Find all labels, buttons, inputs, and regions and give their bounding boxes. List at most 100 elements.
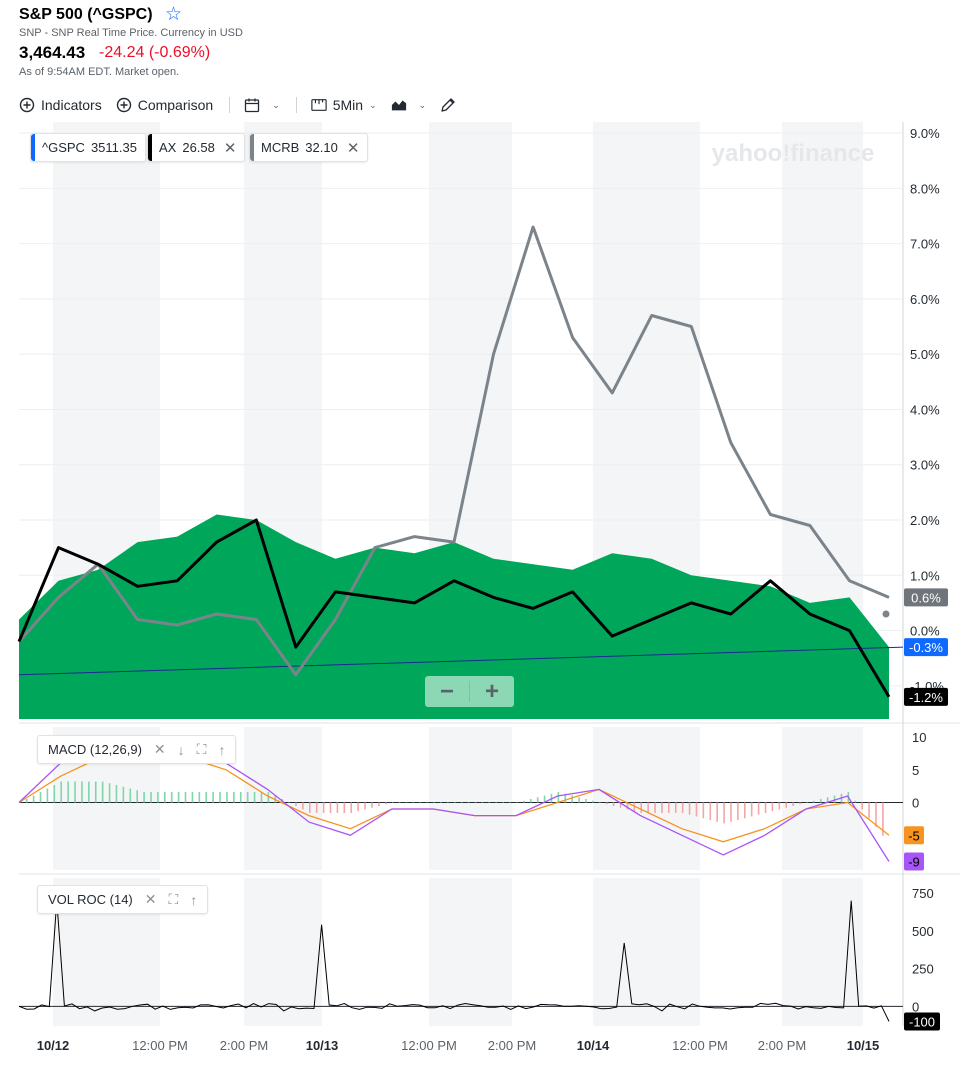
macd-histogram-bar — [253, 792, 256, 803]
macd-histogram-bar — [378, 802, 380, 806]
plus-circle-icon — [19, 97, 35, 113]
macd-histogram-bar — [819, 799, 822, 803]
indicators-label: Indicators — [41, 97, 102, 113]
ax-line-series — [17, 518, 891, 698]
interval-select[interactable]: 5Min ⌄ — [311, 97, 377, 113]
comparison-button[interactable]: Comparison — [116, 97, 213, 113]
volroc-value-flag: -100 — [904, 1012, 940, 1031]
zoom-out-button[interactable]: − — [439, 677, 454, 705]
macd-histogram-bar — [412, 802, 415, 803]
zoom-in-button[interactable]: + — [484, 677, 499, 705]
close-icon[interactable]: ✕ — [153, 741, 166, 757]
macd-histogram-bar — [94, 781, 97, 803]
macd-histogram-bar — [115, 785, 118, 803]
x-tick-label: 2:00 PM — [488, 1038, 536, 1053]
macd-histogram-bar — [799, 802, 801, 805]
axes: 9.0% 8.0% 7.0% 6.0% 5.0% 4.0% 3.0% 2.0% 1.0% 0.0%… — [37, 126, 945, 1053]
expand-icon[interactable]: ⛶ — [196, 741, 207, 757]
chart-type-select[interactable]: ⌄ — [391, 97, 426, 113]
arrow-up-icon[interactable]: ↑ — [190, 891, 198, 908]
expand-icon[interactable]: ⛶ — [168, 891, 179, 907]
x-tick-label: 2:00 PM — [220, 1038, 268, 1053]
legend-ax[interactable]: AX 26.58 ✕ — [147, 133, 246, 162]
macd-histogram-bar — [488, 802, 491, 803]
macd-histogram-bar — [868, 802, 870, 819]
macd-histogram-bar — [529, 799, 532, 803]
macd-histogram-bar — [198, 792, 201, 803]
macd-histogram-bar — [122, 786, 125, 803]
macd-indicator-chip[interactable]: MACD (12,26,9) ✕ ↓ ⛶ ↑ — [37, 735, 237, 764]
arrow-up-icon[interactable]: ↑ — [218, 741, 226, 758]
macd-histogram-bar — [668, 802, 670, 813]
macd-histogram-bar — [737, 802, 739, 820]
macd-histogram-bar — [792, 802, 794, 806]
legend-value: 3511.35 — [90, 140, 137, 155]
macd-histogram-bar — [60, 781, 63, 803]
macd-histogram-bar — [239, 792, 242, 803]
macd-histogram-bar — [744, 802, 746, 819]
legend-mcrb[interactable]: MCRB 32.10 ✕ — [249, 133, 369, 162]
macd-histogram-bar — [633, 802, 636, 812]
volroc-indicator-chip[interactable]: VOL ROC (14) ✕ ⛶ ↑ — [37, 885, 209, 914]
macd-histogram-bar — [778, 802, 781, 810]
macd-histogram-bar — [454, 802, 456, 803]
macd-histogram-bar — [25, 799, 28, 803]
session-band — [593, 878, 700, 1026]
macd-histogram-bar — [771, 802, 774, 812]
x-tick-label: 2:00 PM — [758, 1038, 806, 1053]
macd-histogram-bar — [509, 802, 511, 803]
x-tick-label: 10/14 — [577, 1038, 610, 1053]
macd-histogram-bar — [177, 792, 180, 803]
x-tick-label: 10/12 — [37, 1038, 70, 1053]
macd-histogram-bar — [536, 797, 539, 803]
macd-y-tick: 10 — [912, 730, 926, 745]
macd-y-tick: 0 — [912, 796, 919, 811]
indicators-button[interactable]: Indicators — [19, 97, 102, 113]
flag-box — [904, 588, 948, 607]
macd-histogram-bar — [578, 797, 580, 803]
macd-histogram-bar — [136, 790, 138, 803]
arrow-down-icon[interactable]: ↓ — [177, 741, 185, 758]
macd-histogram-bar — [550, 793, 553, 803]
macd-histogram-bar — [233, 792, 235, 803]
close-icon[interactable]: ✕ — [346, 139, 360, 157]
macd-histogram-bar — [674, 802, 677, 813]
macd-histogram-bar — [267, 792, 270, 803]
macd-histogram-bar — [833, 795, 836, 803]
macd-histogram-bar — [39, 792, 42, 803]
macd-histogram-bar — [495, 802, 498, 803]
flag-box — [904, 826, 924, 845]
macd-histogram-bar — [612, 802, 615, 806]
draw-tool-button[interactable] — [440, 97, 462, 113]
mcrb-line-series — [17, 225, 890, 677]
y-tick-label: 1.0% — [910, 568, 940, 583]
flag-label: -1.2% — [909, 690, 943, 705]
macd-histogram-bar — [875, 802, 877, 827]
date-range-button[interactable]: ⌄ — [244, 97, 280, 113]
macd-histogram-bar — [81, 781, 83, 803]
close-icon[interactable]: ✕ — [223, 139, 237, 157]
star-outline-icon[interactable]: ☆ — [165, 4, 183, 25]
zoom-divider — [469, 681, 470, 702]
legend-value: 32.10 — [305, 140, 338, 155]
macd-histogram-bar — [516, 802, 518, 803]
y-tick-label: 6.0% — [910, 292, 940, 307]
signal-value-flag: -5 — [904, 826, 924, 845]
macd-histogram-bar — [433, 802, 435, 803]
y-tick-label: 0.0% — [910, 624, 940, 639]
volroc-line — [18, 900, 890, 1022]
macd-histogram-bar — [343, 802, 346, 813]
legend-gspc[interactable]: ^GSPC 3511.35 — [30, 133, 146, 162]
macd-histogram-bar — [357, 802, 359, 812]
toolbar-divider — [295, 97, 297, 113]
zoom-control: − + — [425, 676, 514, 707]
macd-histogram-bar — [309, 802, 311, 813]
vol-roc-panel — [18, 900, 903, 1022]
macd-histogram-bar — [164, 792, 166, 803]
macd-histogram-bar — [619, 802, 622, 808]
macd-histogram-bar — [688, 802, 691, 815]
macd-histogram-bar — [440, 802, 442, 803]
close-icon[interactable]: ✕ — [144, 891, 157, 907]
flag-label: -100 — [909, 1014, 935, 1029]
